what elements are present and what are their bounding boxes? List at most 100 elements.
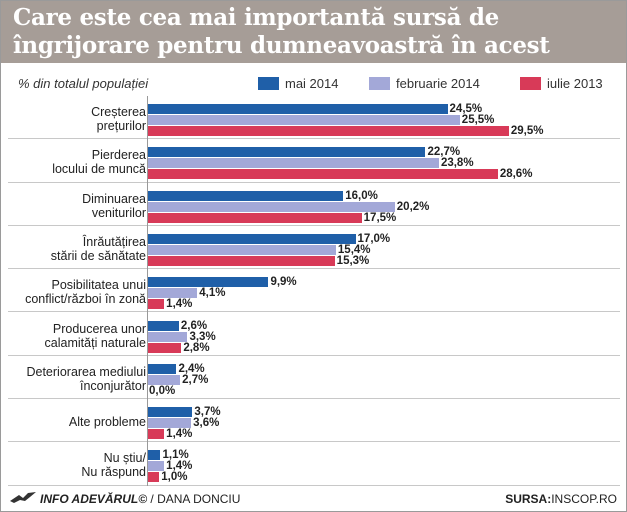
chart-grid: Creșterea prețurilor 24,5% 25,5% 29,5% Pierde… [8, 96, 620, 486]
category-label-line: Deteriorarea mediului [26, 364, 146, 379]
category-label-line: stării de sănătate [50, 248, 146, 263]
category-label: Creșterea prețurilor [8, 105, 146, 133]
category-label: Pierderea locului de muncă [8, 148, 146, 176]
data-label: 1,4% [166, 298, 193, 311]
data-label: 25,5% [461, 114, 495, 126]
data-label: 1,0% [161, 471, 188, 484]
data-label: 2,6% [180, 319, 208, 332]
category-row: Deteriorarea mediului înconjurător 2,4% 2,7… [8, 356, 620, 400]
category-label: Înrăutățirea stării de sănătate [8, 235, 146, 263]
legend-label: iulie 2013 [547, 76, 603, 91]
footer-brand: INFO ADEVĂRUL© [40, 492, 148, 506]
data-label: 1,4% [166, 460, 193, 473]
category-label-line: Creșterea [91, 105, 146, 119]
eagle-logo-icon [10, 492, 36, 507]
legend-label: februarie 2014 [396, 76, 480, 91]
bar-1 [147, 320, 179, 331]
data-label: 28,6% [499, 168, 533, 181]
data-label: 3,3% [189, 330, 216, 343]
category-label-line: conflict/război în zonă [25, 292, 146, 307]
chart-header: Care este cea mai importantă sursă de în… [1, 1, 626, 87]
category-label-line: prețurilor [96, 119, 146, 133]
category-label-line: Pierderea [91, 148, 146, 163]
bar-2 [147, 374, 181, 385]
chart-subtitle: % din totalul populației [18, 76, 149, 91]
row-divider [8, 398, 620, 400]
category-label-line: Nu răspund [81, 465, 146, 480]
bar-3 [147, 342, 182, 353]
category-label: Posibilitatea unui conflict/război în zon… [8, 278, 146, 306]
bar-2 [147, 418, 192, 429]
bar-3 [147, 429, 165, 440]
row-divider [8, 441, 620, 443]
data-label: 22,7% [427, 146, 461, 159]
bar-3 [147, 169, 498, 180]
bar-1 [147, 277, 269, 288]
row-divider [8, 181, 620, 183]
footer-source-label: SURSA: [505, 492, 552, 506]
row-divider [8, 484, 620, 486]
category-label-line: Înrăutățirea [82, 234, 146, 249]
category-label-line: Nu știu/ [103, 451, 146, 466]
data-label: 24,5% [449, 103, 483, 115]
category-row: Diminuarea veniturilor 16,0% 20,2% 17,5% [8, 183, 620, 226]
data-label: 1,4% [166, 428, 193, 441]
category-label: Diminuarea veniturilor [8, 192, 146, 220]
category-label: Nu știu/Nu răspund [8, 451, 146, 479]
bar-2 [147, 115, 460, 125]
footer-source: SURSA:INSCOP.RO [505, 492, 617, 506]
category-label-line: înconjurător [79, 378, 146, 393]
category-label: Deteriorarea mediului înconjurător [8, 365, 146, 393]
category-row: Creșterea prețurilor 24,5% 25,5% 29,5% [8, 96, 620, 140]
data-label: 1,1% [162, 449, 189, 462]
row-divider [8, 268, 620, 270]
bar-1 [147, 363, 177, 374]
data-label: 3,7% [194, 406, 221, 419]
category-label-line: veniturilor [91, 205, 146, 220]
category-label: Producerea unor calamități naturale [8, 322, 146, 350]
bar-2 [147, 288, 198, 299]
data-label: 2,7% [182, 373, 209, 386]
category-row: Posibilitatea unui conflict/război în zon… [8, 269, 620, 313]
footer-credit: INFO ADEVĂRUL© / DANA DONCIU [10, 492, 240, 507]
bar-2 [147, 461, 165, 472]
row-divider [8, 138, 620, 140]
data-label: 9,9% [270, 276, 297, 289]
data-label: 17,5% [363, 211, 397, 224]
bar-1 [147, 450, 161, 461]
category-label-line: Diminuarea [82, 191, 146, 206]
data-label: 3,6% [193, 417, 220, 430]
footer-author: / DANA DONCIU [147, 492, 241, 506]
data-label: 23,8% [440, 157, 474, 170]
bar-1 [147, 233, 356, 244]
bar-2 [147, 244, 336, 255]
bar-1 [147, 190, 344, 201]
category-row: Înrăutățirea stării de sănătate 17,0% 15,4%… [8, 226, 620, 270]
legend-swatch [258, 77, 279, 90]
bar-1 [147, 147, 426, 158]
data-label: 29,5% [510, 125, 544, 137]
category-label-line: Posibilitatea unui [51, 278, 146, 293]
category-label-line: locului de muncă [52, 162, 146, 177]
row-divider [8, 311, 620, 313]
bar-3 [147, 299, 165, 310]
data-label: 0,0% [149, 384, 176, 397]
data-label: 2,8% [183, 341, 210, 354]
footer-source-value: INSCOP.RO [551, 492, 617, 506]
category-label-line: Producerea unor [52, 321, 146, 336]
bar-1 [147, 407, 193, 418]
row-divider [8, 354, 620, 356]
bar-2 [147, 331, 188, 342]
category-row: Alte probleme 3,7% 3,6% 1,4% [8, 399, 620, 443]
chart-title: Care este cea mai importantă sursă de în… [13, 4, 550, 87]
bar-3 [147, 212, 362, 223]
bar-3 [147, 126, 509, 136]
category-row: Producerea unor calamități naturale 2,6% 3,… [8, 313, 620, 356]
chart-footer: INFO ADEVĂRUL© / DANA DONCIU SURSA:INSCO… [0, 487, 627, 511]
bar-3 [147, 472, 160, 483]
legend-swatch [520, 77, 541, 90]
data-label: 15,3% [336, 254, 370, 267]
category-row: Nu știu/Nu răspund 1,1% 1,4% 1,0% [8, 442, 620, 486]
data-label: 15,4% [337, 243, 371, 256]
category-row: Pierderea locului de muncă 22,7% 23,8% 28,6% [8, 139, 620, 183]
